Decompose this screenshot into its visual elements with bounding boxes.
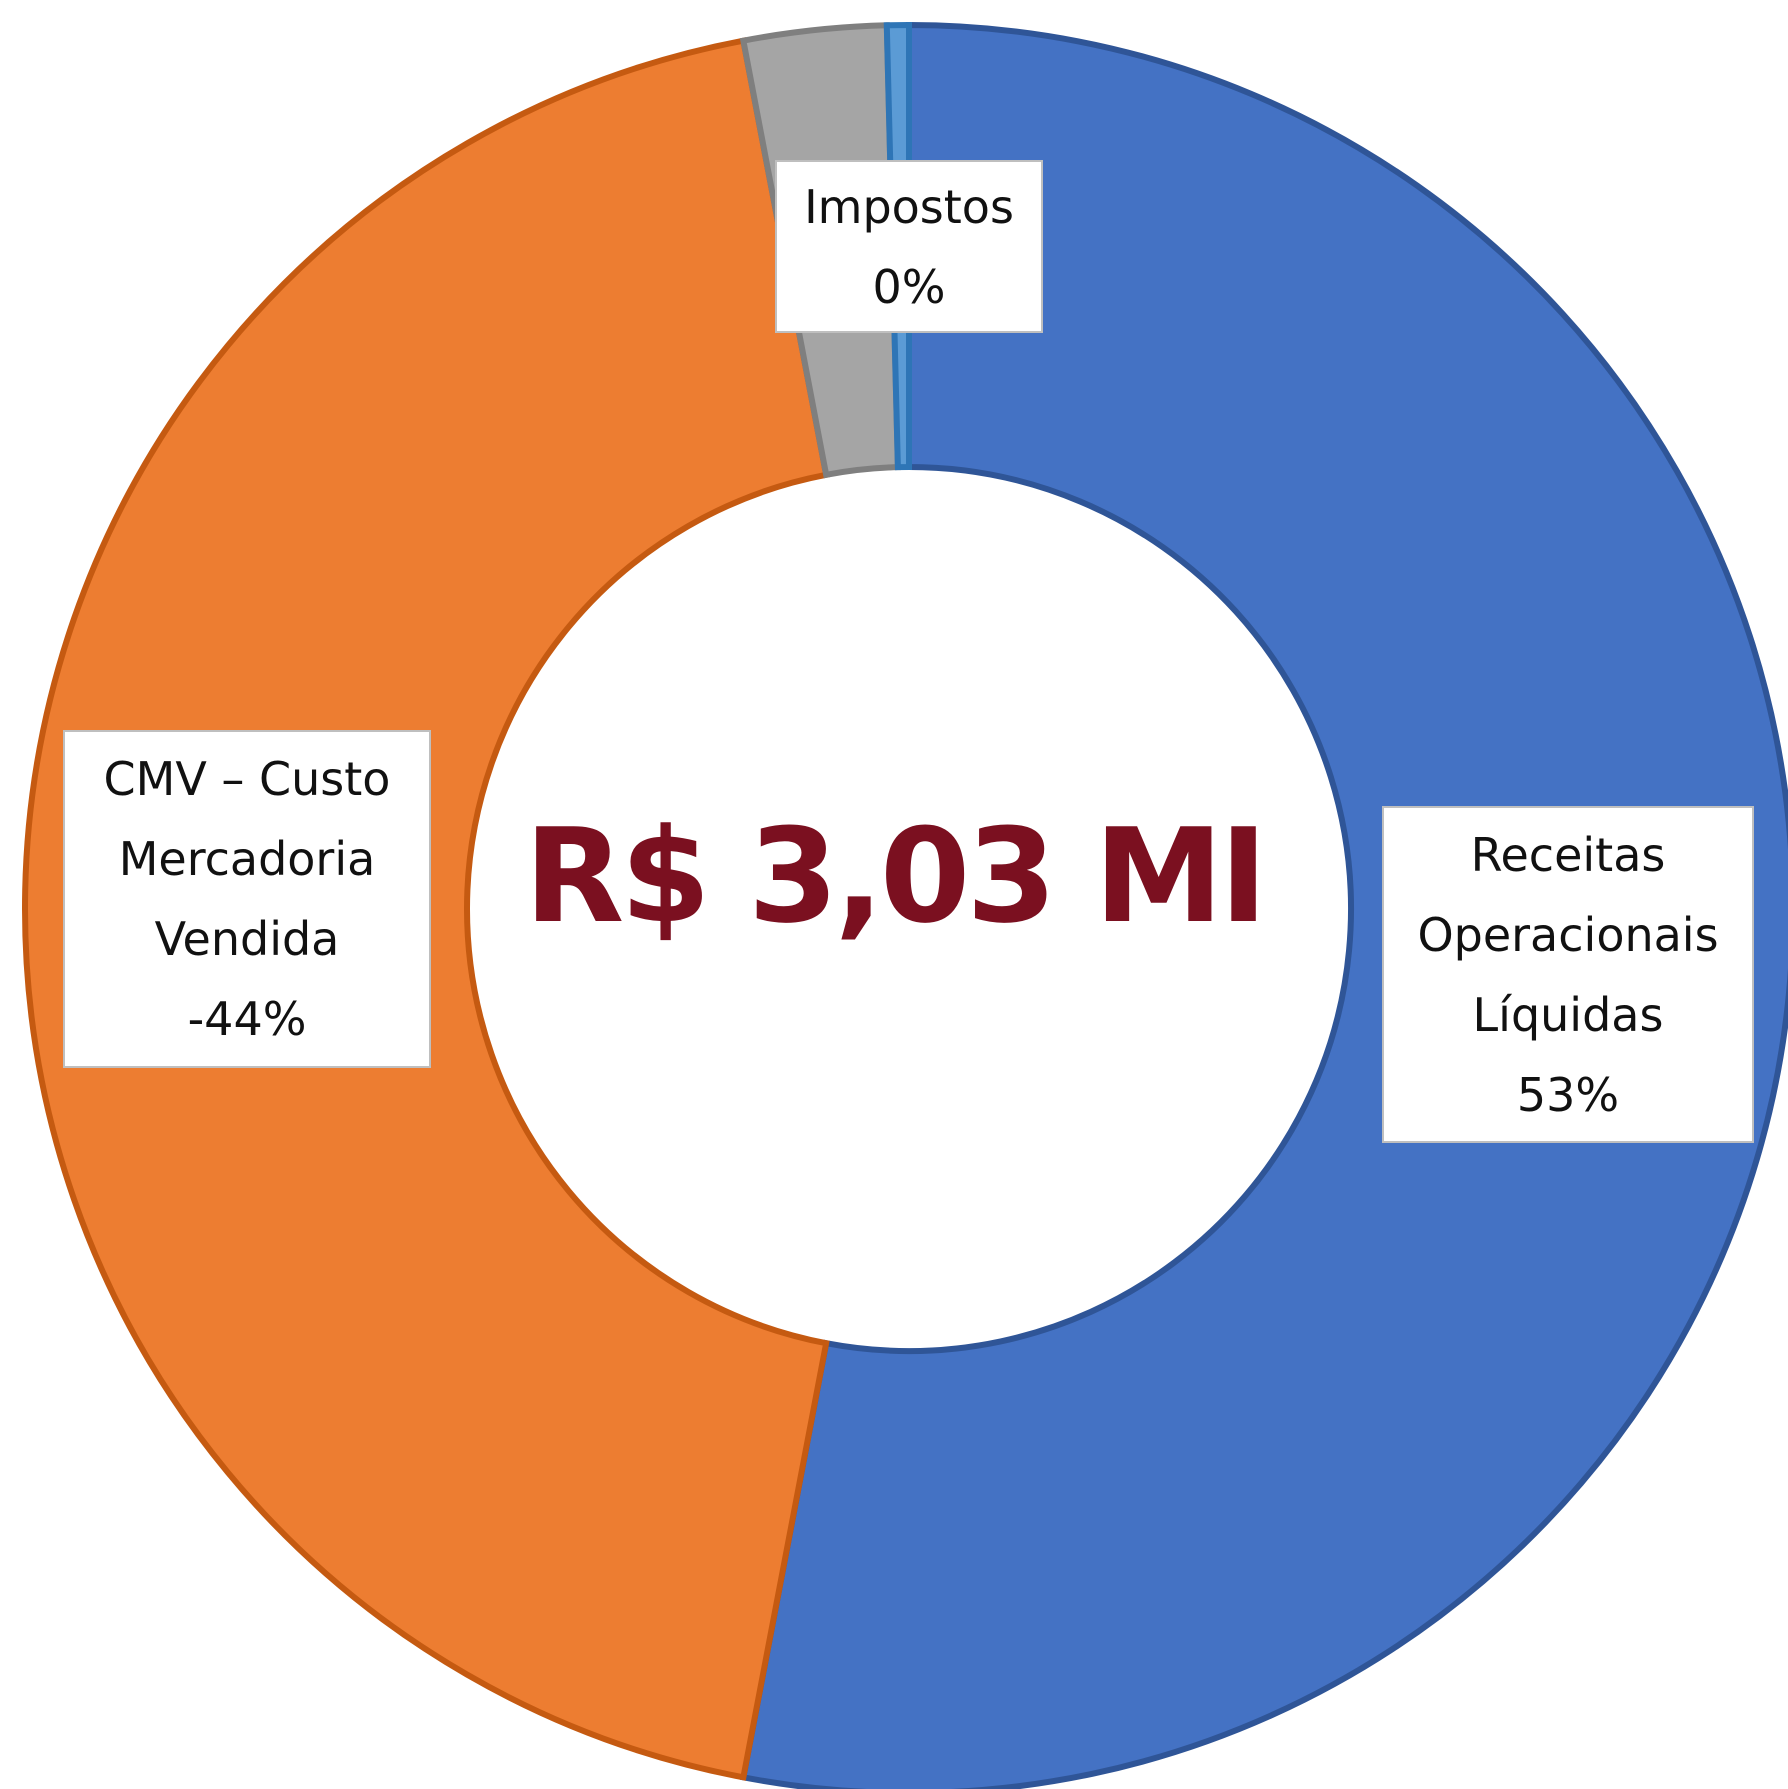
label-category: Receitas Operacionais Líquidas bbox=[1417, 827, 1719, 1042]
label-category: CMV – Custo Mercadoria Vendida bbox=[103, 752, 391, 966]
data-label: Receitas Operacionais Líquidas 53% bbox=[1382, 806, 1754, 1143]
label-value: -44% bbox=[187, 992, 307, 1046]
label-category: Impostos bbox=[804, 179, 1014, 234]
label-value: 53% bbox=[1516, 1067, 1620, 1122]
data-label: CMV – Custo Mercadoria Vendida -44% bbox=[63, 730, 431, 1068]
donut-segment bbox=[739, 21, 1788, 1789]
label-value: 0% bbox=[872, 259, 946, 314]
center-label: R$ 3,03 MI bbox=[524, 800, 1268, 952]
data-label: Impostos 0% bbox=[775, 160, 1043, 333]
